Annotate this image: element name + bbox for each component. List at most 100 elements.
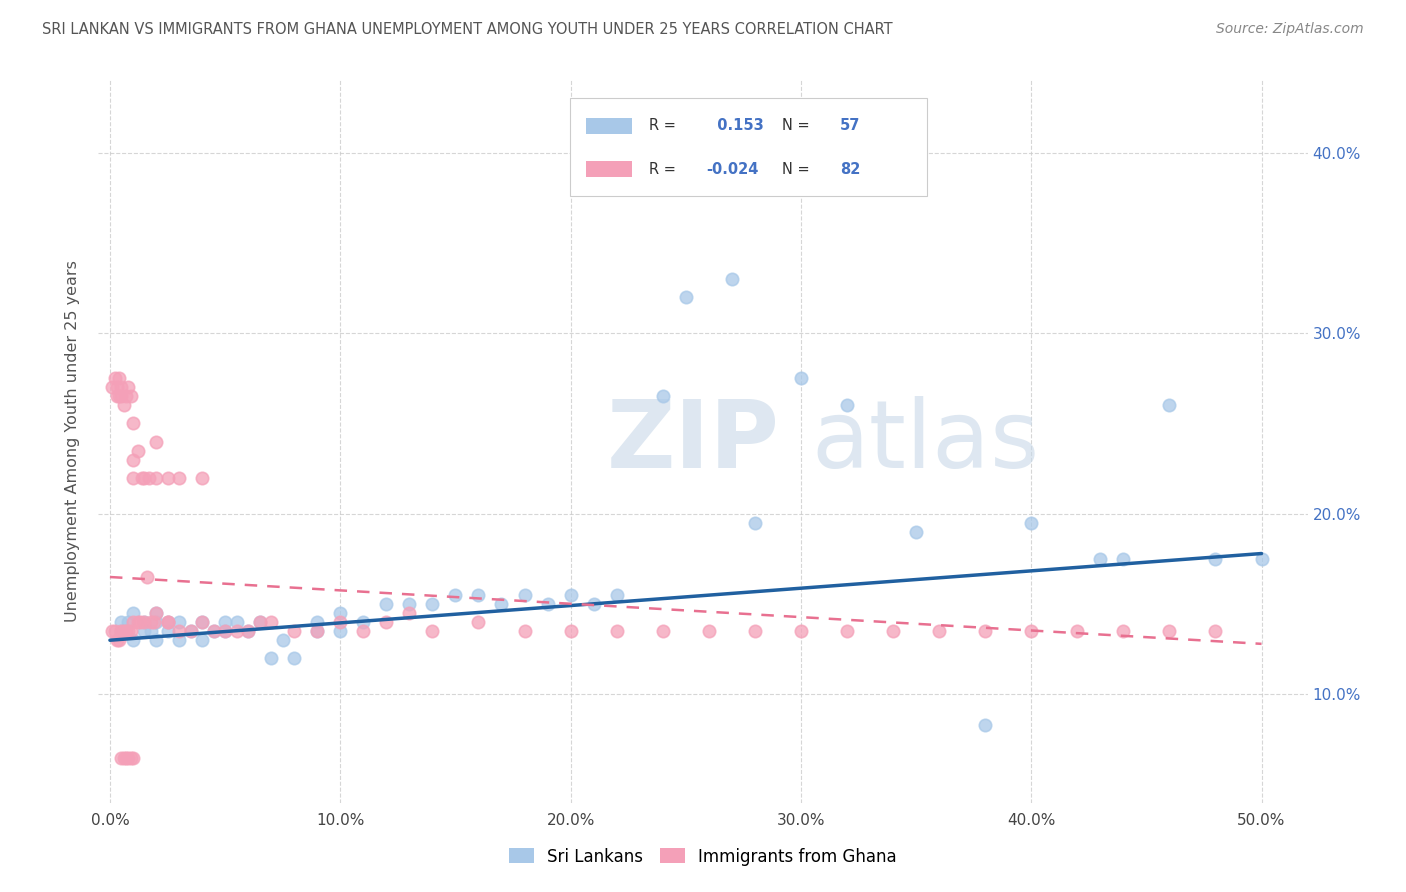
Text: atlas: atlas bbox=[811, 395, 1040, 488]
Point bbox=[491, 597, 513, 611]
Point bbox=[225, 624, 247, 639]
Point bbox=[467, 615, 489, 630]
FancyBboxPatch shape bbox=[586, 161, 631, 178]
Point bbox=[145, 606, 167, 620]
Point bbox=[249, 615, 271, 630]
Point bbox=[156, 615, 179, 630]
Point bbox=[156, 615, 179, 630]
Point bbox=[120, 389, 142, 403]
Text: Source: ZipAtlas.com: Source: ZipAtlas.com bbox=[1216, 22, 1364, 37]
Text: SRI LANKAN VS IMMIGRANTS FROM GHANA UNEMPLOYMENT AMONG YOUTH UNDER 25 YEARS CORR: SRI LANKAN VS IMMIGRANTS FROM GHANA UNEM… bbox=[42, 22, 893, 37]
Text: -0.024: -0.024 bbox=[707, 161, 759, 177]
FancyBboxPatch shape bbox=[569, 98, 927, 196]
Point bbox=[110, 624, 132, 639]
Point bbox=[145, 434, 167, 449]
Point bbox=[108, 389, 131, 403]
Point bbox=[145, 471, 167, 485]
Point bbox=[697, 624, 720, 639]
Point bbox=[156, 471, 179, 485]
Point bbox=[191, 471, 214, 485]
Point bbox=[214, 615, 236, 630]
Point bbox=[110, 389, 132, 403]
Point bbox=[202, 624, 225, 639]
Point bbox=[134, 624, 156, 639]
Point bbox=[105, 389, 128, 403]
Point bbox=[120, 750, 142, 764]
Point bbox=[141, 624, 163, 639]
Point bbox=[467, 588, 489, 602]
Point bbox=[103, 624, 125, 639]
Text: N =: N = bbox=[782, 119, 814, 133]
Point bbox=[145, 615, 167, 630]
Point bbox=[1066, 624, 1088, 639]
Point bbox=[790, 624, 813, 639]
Point bbox=[974, 718, 997, 732]
Point bbox=[167, 471, 190, 485]
Point bbox=[271, 633, 294, 648]
Point bbox=[112, 398, 135, 412]
Point bbox=[122, 452, 145, 467]
Point bbox=[156, 615, 179, 630]
Point bbox=[122, 417, 145, 431]
Point bbox=[110, 615, 132, 630]
Point bbox=[744, 624, 766, 639]
Point bbox=[928, 624, 950, 639]
Point bbox=[156, 624, 179, 639]
Point bbox=[141, 615, 163, 630]
Point bbox=[138, 471, 160, 485]
Point bbox=[352, 624, 374, 639]
Point bbox=[122, 471, 145, 485]
Point bbox=[142, 615, 165, 630]
Point bbox=[117, 380, 139, 394]
Point bbox=[236, 624, 259, 639]
Point bbox=[744, 516, 766, 530]
Point bbox=[329, 624, 352, 639]
Point bbox=[115, 750, 138, 764]
Point bbox=[117, 615, 139, 630]
Point bbox=[225, 615, 247, 630]
FancyBboxPatch shape bbox=[586, 118, 631, 134]
Point bbox=[122, 615, 145, 630]
Point bbox=[167, 615, 190, 630]
Point bbox=[115, 389, 138, 403]
Point bbox=[105, 633, 128, 648]
Point bbox=[110, 750, 132, 764]
Point bbox=[101, 624, 124, 639]
Point bbox=[375, 597, 398, 611]
Point bbox=[122, 606, 145, 620]
Point bbox=[108, 371, 131, 385]
Point bbox=[675, 290, 697, 304]
Point bbox=[513, 588, 536, 602]
Point bbox=[651, 624, 673, 639]
Point bbox=[375, 615, 398, 630]
Point bbox=[307, 624, 329, 639]
Point bbox=[606, 588, 628, 602]
Text: ZIP: ZIP bbox=[606, 395, 779, 488]
Point bbox=[249, 615, 271, 630]
Point bbox=[398, 606, 420, 620]
Point bbox=[167, 624, 190, 639]
Point bbox=[202, 624, 225, 639]
Point bbox=[536, 597, 558, 611]
Point bbox=[120, 624, 142, 639]
Point bbox=[122, 750, 145, 764]
Point bbox=[112, 750, 135, 764]
Point bbox=[127, 615, 149, 630]
Point bbox=[117, 624, 139, 639]
Point bbox=[1019, 516, 1042, 530]
Point bbox=[236, 624, 259, 639]
Point bbox=[103, 371, 125, 385]
Point bbox=[513, 624, 536, 639]
Point bbox=[1019, 624, 1042, 639]
Point bbox=[398, 597, 420, 611]
Point bbox=[260, 615, 283, 630]
Text: N =: N = bbox=[782, 161, 814, 177]
Point bbox=[974, 624, 997, 639]
Point bbox=[283, 624, 305, 639]
Point bbox=[145, 606, 167, 620]
Point bbox=[329, 615, 352, 630]
Point bbox=[1250, 552, 1272, 566]
Point bbox=[128, 615, 150, 630]
Point bbox=[112, 624, 135, 639]
Point bbox=[560, 588, 582, 602]
